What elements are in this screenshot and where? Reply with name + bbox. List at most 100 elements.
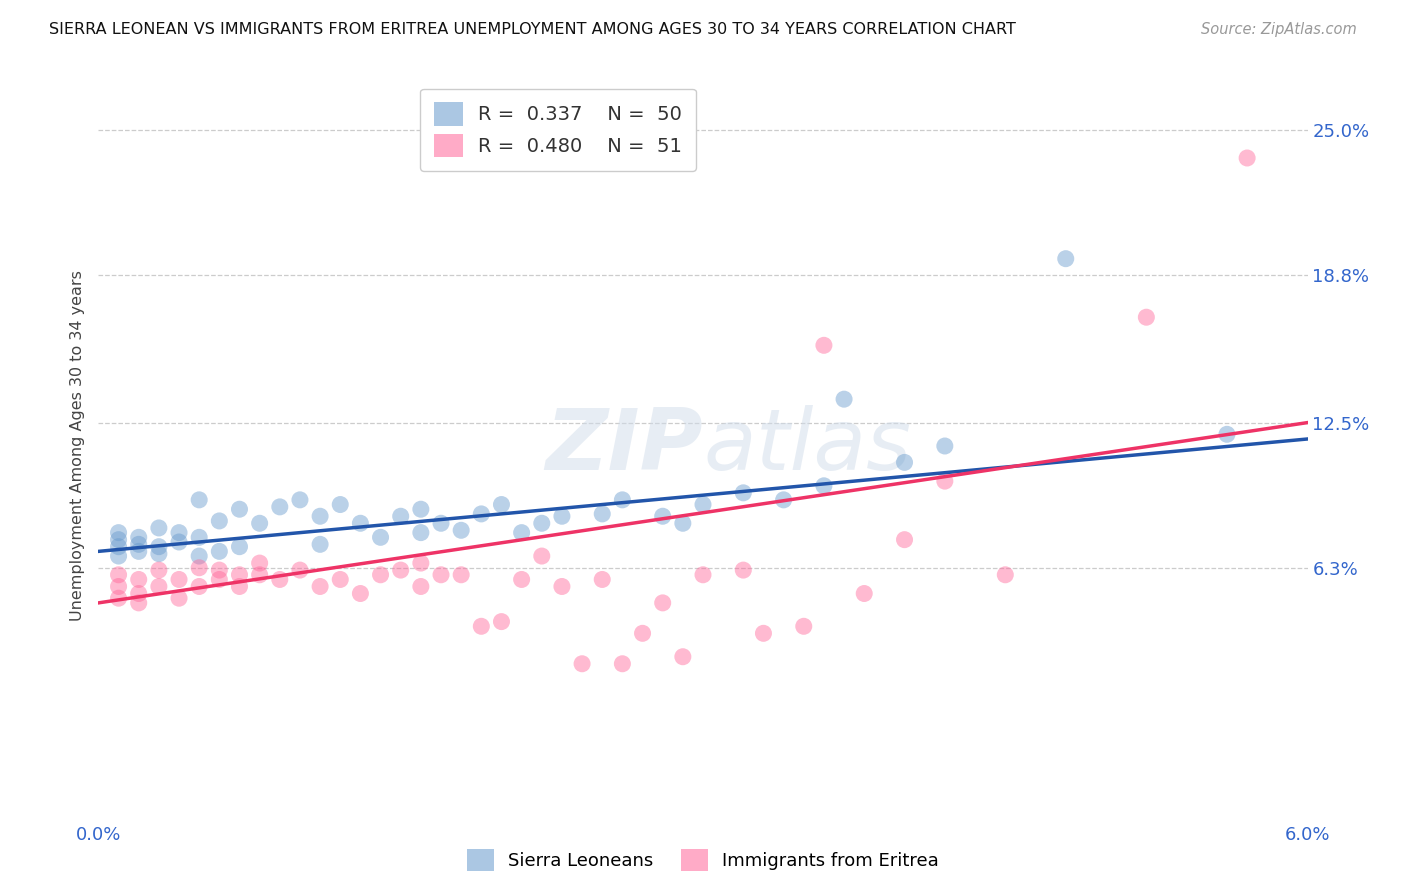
Point: [409, 556, 432, 570]
Point: [893, 455, 915, 469]
Point: [128, 537, 150, 551]
Point: [389, 563, 412, 577]
Point: [450, 523, 472, 537]
Point: [389, 509, 412, 524]
Point: [551, 509, 574, 524]
Point: [752, 626, 775, 640]
Point: [309, 537, 332, 551]
Point: [107, 567, 129, 582]
Point: [1236, 151, 1258, 165]
Point: [148, 521, 170, 535]
Point: [733, 563, 755, 577]
Text: ZIP: ZIP: [546, 404, 703, 488]
Point: [188, 530, 211, 544]
Point: [167, 573, 190, 587]
Point: [530, 516, 553, 531]
Point: [692, 567, 714, 582]
Point: [167, 525, 190, 540]
Point: [1135, 310, 1157, 325]
Point: [107, 580, 129, 594]
Point: [249, 516, 271, 531]
Point: [188, 580, 211, 594]
Point: [450, 567, 472, 582]
Point: [228, 580, 250, 594]
Point: [612, 492, 634, 507]
Point: [672, 516, 695, 531]
Point: [188, 492, 211, 507]
Text: atlas: atlas: [703, 404, 911, 488]
Point: [329, 498, 352, 512]
Point: [409, 525, 432, 540]
Point: [249, 567, 271, 582]
Point: [128, 586, 150, 600]
Point: [832, 392, 855, 407]
Point: [188, 549, 211, 563]
Point: [208, 573, 231, 587]
Point: [107, 549, 129, 563]
Point: [491, 615, 513, 629]
Point: [167, 535, 190, 549]
Point: [228, 540, 250, 554]
Point: [148, 540, 170, 554]
Point: [470, 619, 492, 633]
Point: [409, 580, 432, 594]
Point: [309, 509, 332, 524]
Point: [551, 580, 574, 594]
Legend: Sierra Leoneans, Immigrants from Eritrea: Sierra Leoneans, Immigrants from Eritrea: [460, 842, 946, 879]
Point: [430, 516, 453, 531]
Point: [1054, 252, 1077, 266]
Point: [651, 596, 673, 610]
Point: [288, 492, 311, 507]
Point: [733, 485, 755, 500]
Point: [249, 556, 271, 570]
Point: [167, 591, 190, 606]
Y-axis label: Unemployment Among Ages 30 to 34 years: Unemployment Among Ages 30 to 34 years: [70, 270, 86, 622]
Point: [349, 586, 371, 600]
Point: [692, 498, 714, 512]
Point: [853, 586, 876, 600]
Point: [107, 540, 129, 554]
Point: [409, 502, 432, 516]
Point: [793, 619, 815, 633]
Point: [128, 573, 150, 587]
Point: [148, 580, 170, 594]
Point: [329, 573, 352, 587]
Point: [530, 549, 553, 563]
Point: [228, 567, 250, 582]
Point: [1216, 427, 1239, 442]
Point: [772, 492, 794, 507]
Point: [228, 502, 250, 516]
Point: [813, 338, 835, 352]
Text: SIERRA LEONEAN VS IMMIGRANTS FROM ERITREA UNEMPLOYMENT AMONG AGES 30 TO 34 YEARS: SIERRA LEONEAN VS IMMIGRANTS FROM ERITRE…: [49, 22, 1017, 37]
Point: [370, 530, 392, 544]
Point: [370, 567, 392, 582]
Point: [208, 544, 231, 558]
Point: [208, 563, 231, 577]
Point: [430, 567, 453, 582]
Point: [148, 563, 170, 577]
Point: [510, 525, 533, 540]
Point: [269, 500, 291, 514]
Point: [269, 573, 291, 587]
Point: [651, 509, 673, 524]
Point: [994, 567, 1017, 582]
Point: [491, 498, 513, 512]
Point: [128, 544, 150, 558]
Point: [591, 507, 613, 521]
Point: [510, 573, 533, 587]
Point: [288, 563, 311, 577]
Point: [813, 479, 835, 493]
Point: [349, 516, 371, 531]
Point: [591, 573, 613, 587]
Point: [612, 657, 634, 671]
Point: [107, 533, 129, 547]
Point: [470, 507, 492, 521]
Point: [148, 547, 170, 561]
Point: [631, 626, 654, 640]
Point: [208, 514, 231, 528]
Text: Source: ZipAtlas.com: Source: ZipAtlas.com: [1201, 22, 1357, 37]
Point: [309, 580, 332, 594]
Point: [934, 439, 956, 453]
Point: [934, 474, 956, 488]
Point: [128, 530, 150, 544]
